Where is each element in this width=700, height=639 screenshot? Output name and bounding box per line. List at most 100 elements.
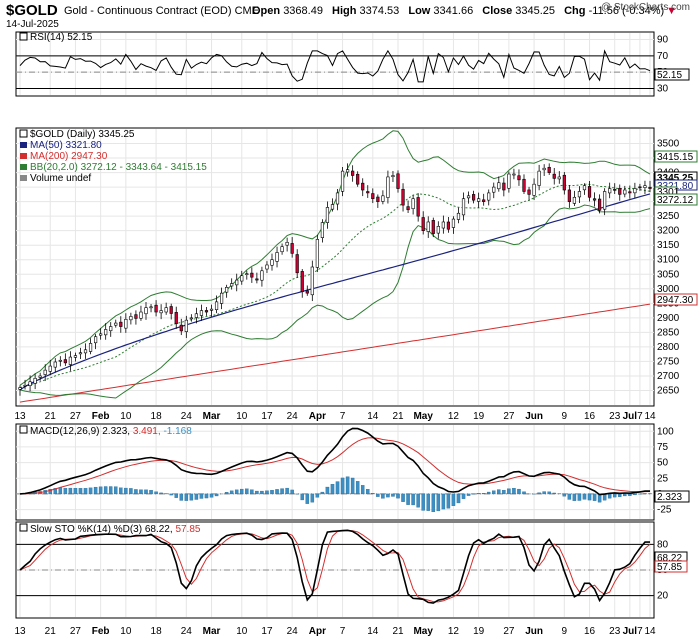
candle-up [507,173,511,189]
low-value: 3341.66 [433,5,474,17]
candle-down [431,220,435,234]
ohlc-readout: Open 3368.49 High 3374.53 Low 3341.66 Cl… [252,5,677,17]
x-tick-label: 24 [181,411,193,422]
candle-up [245,273,249,275]
candle-down [351,170,355,176]
macd-histogram-bar [114,486,118,495]
macd-histogram-bar [285,487,289,495]
macd-histogram-bar [255,490,259,495]
macd-histogram-bar [446,493,451,509]
candle-down [361,182,365,191]
svg-text:3415.15: 3415.15 [657,152,694,163]
macd-histogram-bar [466,493,471,496]
candle-up [477,198,481,202]
candle-up [23,384,27,387]
candle-up [220,292,224,304]
macd-histogram-bar [68,487,73,495]
candle-down [597,198,602,211]
x-tick-label: Apr [309,626,326,637]
rsi-plot [19,49,651,83]
macd-histogram-bar [335,481,340,495]
macd-histogram-bar [159,492,163,495]
x-tick-label: 27 [70,411,82,422]
candle-down [446,221,451,230]
candle-up [94,336,98,344]
bb-upper-tag: 3415.15 [654,150,698,163]
macd-histogram-bar [360,485,365,495]
candle-up [623,189,627,195]
candle-up [43,369,47,375]
candle-down [416,197,420,217]
chg-label: Chg [564,5,586,17]
chart-header: $GOLD Gold - Continuous Contract (EOD) C… [6,2,696,32]
macd-histogram-bar [229,490,234,495]
macd-histogram-bar [144,489,148,495]
x-tick-label: 10 [120,626,132,637]
candle-up [189,317,193,320]
macd-tick-label: -25 [657,505,672,516]
macd-histogram-bar [265,490,269,495]
macd-histogram-bar [58,487,63,495]
x-tick-label: Apr [309,411,326,422]
x-tick-label: 17 [261,411,273,422]
macd-tick-label: 25 [657,473,669,484]
candle-down [300,271,304,292]
macd-histogram-bar [547,491,551,495]
candle-down [179,324,183,332]
x-tick-label: Feb [92,411,110,422]
candle-down [547,166,551,173]
ma200-legend: MA(200) 2947.30 [30,151,108,162]
macd-histogram-bar [507,488,511,495]
x-tick-label: 21 [392,626,404,637]
x-tick-label: 19 [473,411,485,422]
candle-down [482,199,486,202]
macd-histogram-bar [174,493,178,498]
macd-histogram-bar [366,489,370,495]
high-label: High [332,5,357,17]
macd-histogram-bar [411,493,415,506]
low-label: Low [408,5,431,17]
macd-histogram-bar [481,493,486,495]
candle-down [587,186,592,198]
candle-up [285,242,289,246]
x-tick-label: 16 [584,411,596,422]
bb-lower-tag: 3272.12 [654,193,698,206]
macd-histogram-bar [628,493,632,496]
candle-down [295,254,299,274]
x-tick-label: 21 [45,626,57,637]
candle-down [502,182,506,191]
macd-histogram-bar [431,493,436,513]
rsi-tick-label: 70 [657,51,669,62]
macd-histogram-bar [421,493,425,511]
macd-histogram-bar [98,486,103,495]
candle-down [517,175,521,181]
macd-histogram-bar [612,493,617,498]
candle-up [608,188,612,194]
candle-up [456,212,461,220]
macd-histogram-bar [592,493,597,501]
candle-up [275,252,279,262]
x-tick-label: 24 [287,626,299,637]
candle-up [194,313,199,318]
macd-histogram-bar [240,488,244,495]
open-value: 3368.49 [283,5,323,17]
macd-histogram-bar [391,493,395,497]
macd-histogram-bar [350,477,355,495]
candle-up [240,275,244,282]
macd-histogram-bar [83,488,88,495]
candle-down [527,189,531,195]
candle-up [280,246,284,253]
x-tick-label: Jul [623,626,638,637]
candle-up [73,355,78,358]
candle-up [577,191,582,198]
macd-legend: MACD(12,26,9) 2.323, 3.491, -1.168 [30,426,192,437]
candle-down [401,188,405,206]
macd-histogram-bar [184,493,189,501]
macd-histogram-bar [618,493,622,497]
candle-up [58,359,62,362]
candle-up [149,306,153,309]
macd-histogram-bar [416,493,420,508]
candle-up [88,343,93,352]
macd-histogram-bar [139,489,143,495]
macd-histogram-bar [209,493,214,498]
